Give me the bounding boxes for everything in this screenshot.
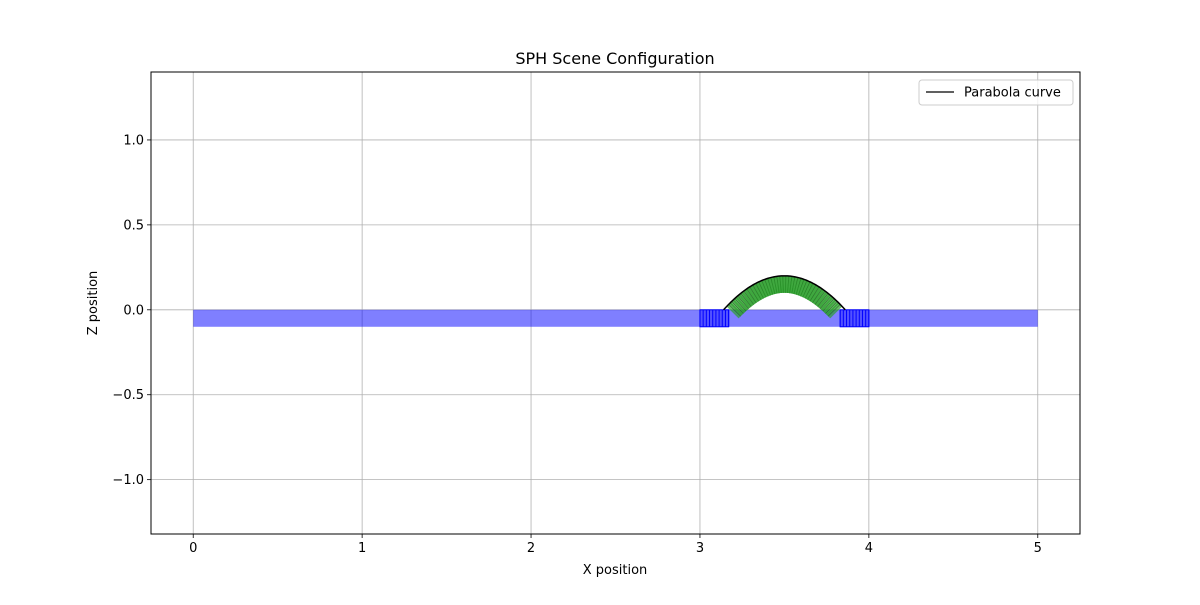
y-tick-label: 0.5 <box>123 218 144 233</box>
y-tick-label: −0.5 <box>112 388 144 403</box>
x-tick-label: 3 <box>696 541 704 556</box>
data-layer <box>193 276 1038 327</box>
ground-band <box>193 310 1038 327</box>
x-tick-label: 1 <box>358 541 366 556</box>
x-axis-label: X position <box>583 563 648 578</box>
particle-cells-left <box>700 310 729 327</box>
chart-title: SPH Scene Configuration <box>515 49 714 68</box>
legend: Parabola curve <box>919 80 1073 105</box>
x-tick-label: 2 <box>527 541 535 556</box>
y-tick-label: 1.0 <box>123 133 144 148</box>
particle-cells-right <box>840 310 869 327</box>
y-tick-label: −1.0 <box>112 473 144 488</box>
y-tick-label: 0.0 <box>123 303 144 318</box>
grid <box>151 72 1080 534</box>
axes-frame <box>151 72 1080 534</box>
legend-entry-parabola: Parabola curve <box>964 86 1061 101</box>
y-axis-label: Z position <box>86 271 101 336</box>
x-tick-label: 0 <box>189 541 197 556</box>
x-tick-label: 5 <box>1034 541 1042 556</box>
ticks: 0 1 2 3 4 5 1.0 0.5 0.0 −0.5 −1.0 <box>112 133 1041 556</box>
x-tick-label: 4 <box>865 541 873 556</box>
